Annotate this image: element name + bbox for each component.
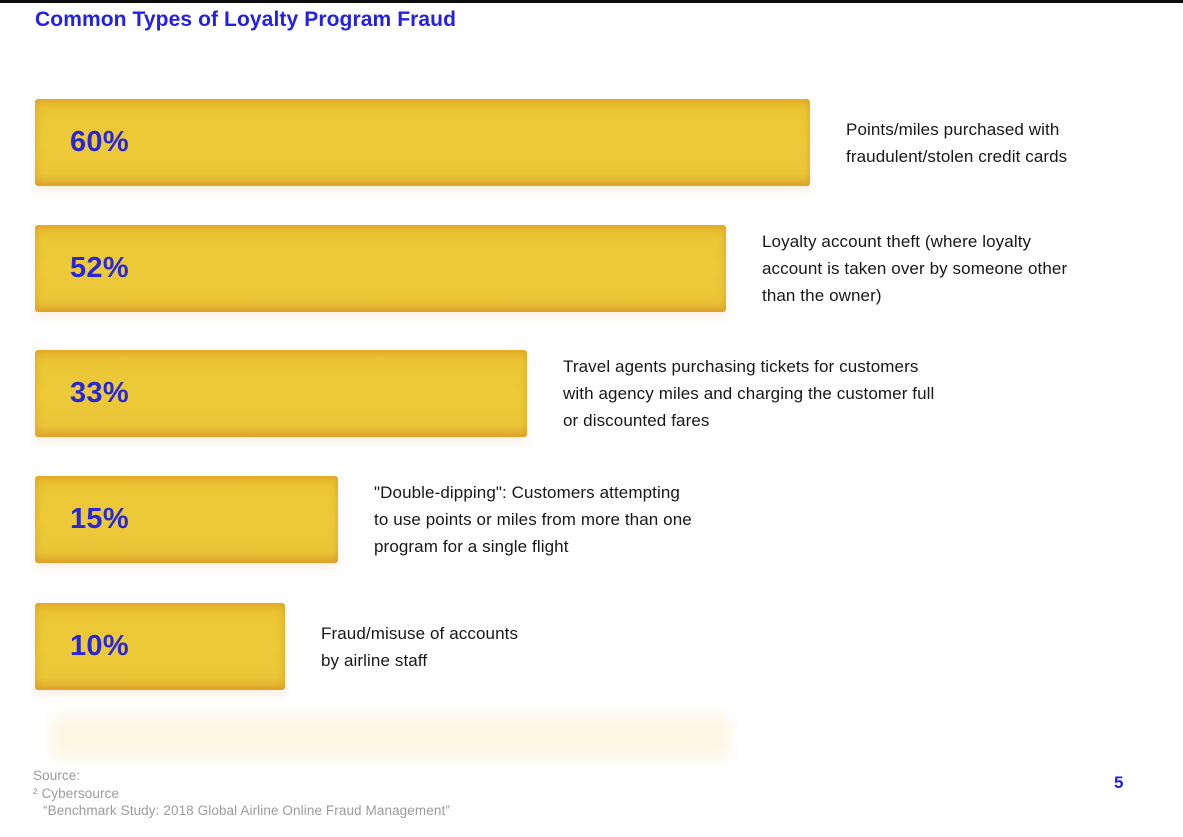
bar-value-label: 33% (70, 377, 129, 409)
fraud-bar: 33% (35, 350, 527, 437)
fraud-bar: 52% (35, 225, 726, 312)
source-line: ² Cybersource (33, 785, 120, 801)
chart-row: 15% "Double-dipping": Customers attempti… (35, 476, 1167, 563)
page-number: 5 (1114, 773, 1124, 792)
bar-description: "Double-dipping": Customers attempting t… (374, 483, 692, 556)
bar-description: Loyalty account theft (where loyalty acc… (762, 232, 1068, 305)
fraud-bar: 15% (35, 476, 338, 563)
bar-description: Points/miles purchased with fraudulent/s… (846, 119, 1068, 166)
chart-row: 33% Travel agents purchasing tickets for… (35, 350, 1167, 437)
fraud-bar: 60% (35, 99, 810, 186)
faded-bar-artifact (52, 715, 730, 759)
bar-value-label: 15% (70, 503, 129, 535)
bar-description: Fraud/misuse of accounts by airline staf… (321, 623, 519, 670)
source-note: Source: ² Cybersource “Benchmark Study: … (33, 767, 450, 820)
bar-value-label: 60% (70, 126, 129, 158)
chart-row: 60% Points/miles purchased with fraudule… (35, 99, 1167, 186)
page-title: Common Types of Loyalty Program Fraud (35, 8, 457, 31)
bar-value-label: 52% (70, 252, 129, 284)
bar-value-label: 10% (70, 630, 129, 662)
chart-row: 52% Loyalty account theft (where loyalty… (35, 225, 1167, 312)
source-line: “Benchmark Study: 2018 Global Airline On… (43, 803, 450, 818)
source-label: Source: (33, 768, 81, 783)
chart-row: 10% Fraud/misuse of accounts by airline … (35, 603, 1167, 690)
bar-chart: 60% Points/miles purchased with fraudule… (0, 3, 1183, 837)
fraud-bar: 10% (35, 603, 285, 690)
bar-description: Travel agents purchasing tickets for cus… (563, 357, 935, 430)
